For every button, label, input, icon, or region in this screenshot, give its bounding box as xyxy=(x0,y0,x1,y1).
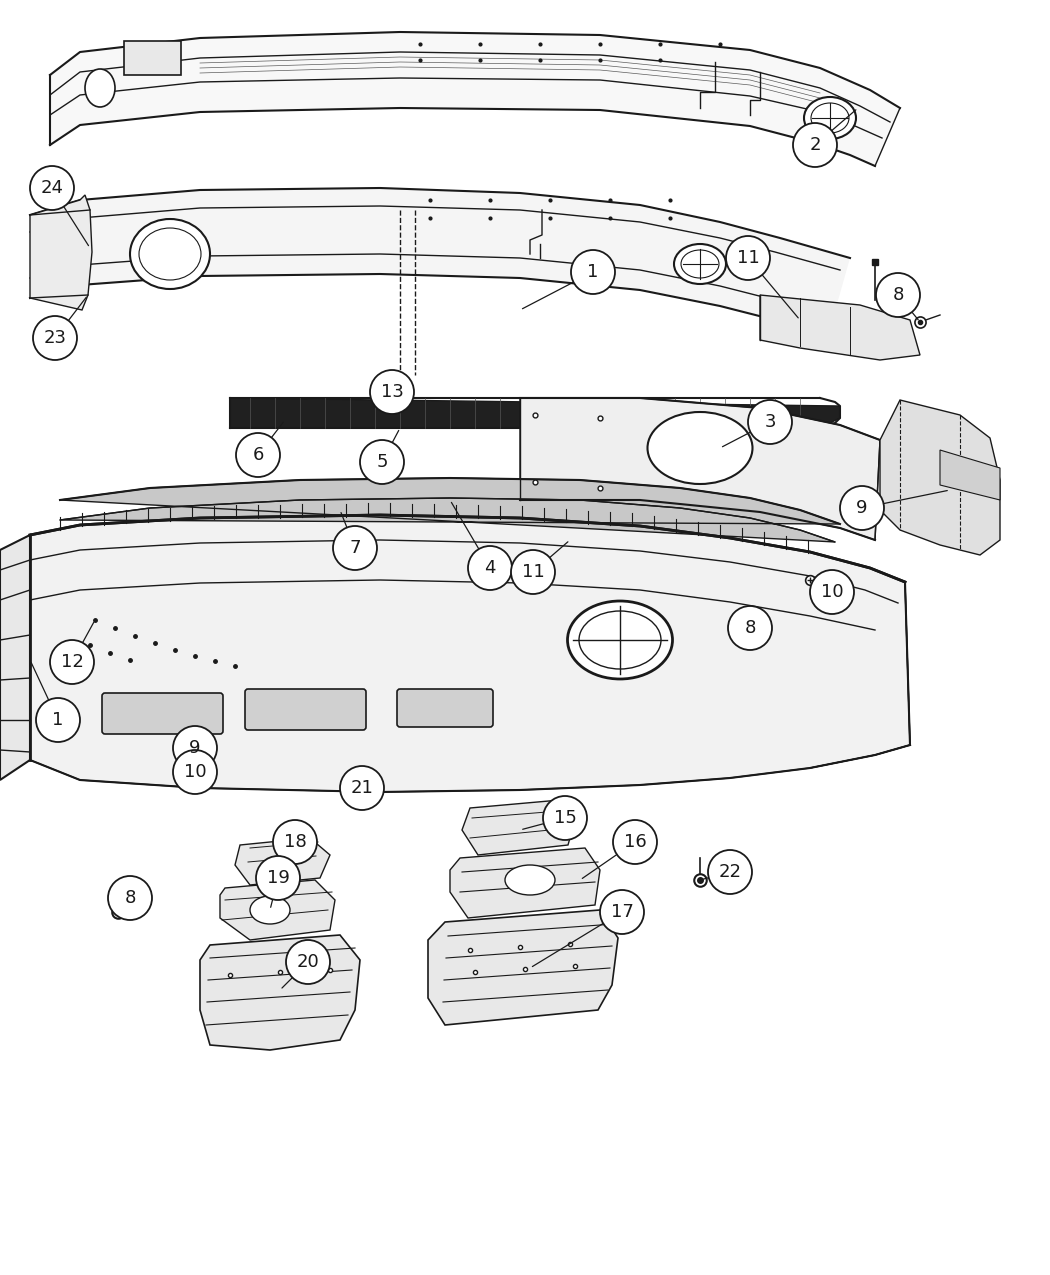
Circle shape xyxy=(236,434,280,477)
Ellipse shape xyxy=(505,864,555,895)
Circle shape xyxy=(571,250,615,295)
Ellipse shape xyxy=(130,219,210,289)
FancyBboxPatch shape xyxy=(245,688,366,731)
Text: 19: 19 xyxy=(267,870,290,887)
Circle shape xyxy=(360,440,404,484)
Text: 12: 12 xyxy=(61,653,83,671)
Ellipse shape xyxy=(579,611,662,669)
Circle shape xyxy=(173,725,217,770)
Ellipse shape xyxy=(139,228,201,280)
FancyBboxPatch shape xyxy=(124,41,181,75)
Text: 15: 15 xyxy=(553,810,576,827)
Text: 23: 23 xyxy=(43,329,66,347)
Polygon shape xyxy=(520,398,880,541)
Text: 9: 9 xyxy=(856,499,867,516)
Text: 11: 11 xyxy=(522,564,544,581)
Ellipse shape xyxy=(648,412,753,484)
Circle shape xyxy=(726,236,770,280)
Circle shape xyxy=(286,940,330,984)
Polygon shape xyxy=(30,515,910,792)
Circle shape xyxy=(370,370,414,414)
Circle shape xyxy=(33,316,77,360)
Ellipse shape xyxy=(804,97,856,139)
Circle shape xyxy=(840,486,884,530)
Ellipse shape xyxy=(85,69,116,107)
Text: 10: 10 xyxy=(821,583,843,601)
Circle shape xyxy=(173,750,217,794)
Text: 9: 9 xyxy=(189,740,201,757)
Circle shape xyxy=(468,546,512,590)
Ellipse shape xyxy=(567,601,672,680)
Text: 21: 21 xyxy=(351,779,374,797)
Polygon shape xyxy=(450,848,600,918)
Text: 5: 5 xyxy=(376,453,387,470)
Text: 13: 13 xyxy=(380,382,403,402)
FancyBboxPatch shape xyxy=(397,688,493,727)
Text: 8: 8 xyxy=(892,286,904,303)
Circle shape xyxy=(273,820,317,864)
Polygon shape xyxy=(60,478,840,542)
Text: 22: 22 xyxy=(718,863,741,881)
Circle shape xyxy=(30,166,74,210)
Text: 6: 6 xyxy=(252,446,264,464)
Polygon shape xyxy=(50,32,900,166)
Ellipse shape xyxy=(250,896,290,924)
Circle shape xyxy=(511,550,555,594)
Circle shape xyxy=(108,876,152,921)
Ellipse shape xyxy=(811,103,849,133)
Ellipse shape xyxy=(674,244,726,284)
Circle shape xyxy=(728,606,772,650)
Circle shape xyxy=(600,890,644,935)
Polygon shape xyxy=(0,536,30,780)
Text: 24: 24 xyxy=(41,179,63,198)
FancyBboxPatch shape xyxy=(102,694,223,734)
Polygon shape xyxy=(230,398,840,428)
Text: 20: 20 xyxy=(296,952,319,972)
Circle shape xyxy=(36,697,80,742)
Circle shape xyxy=(613,820,657,864)
Polygon shape xyxy=(880,400,1000,555)
Circle shape xyxy=(810,570,854,615)
Circle shape xyxy=(50,640,94,683)
Circle shape xyxy=(708,850,752,894)
Text: 4: 4 xyxy=(484,558,496,578)
Polygon shape xyxy=(940,450,1000,500)
Circle shape xyxy=(748,400,792,444)
Polygon shape xyxy=(462,799,575,856)
Text: 3: 3 xyxy=(764,413,776,431)
Circle shape xyxy=(543,796,587,840)
Polygon shape xyxy=(760,295,920,360)
Polygon shape xyxy=(235,838,330,885)
Text: 11: 11 xyxy=(737,249,759,266)
Circle shape xyxy=(340,766,384,810)
Circle shape xyxy=(333,527,377,570)
Polygon shape xyxy=(30,195,92,310)
Text: 8: 8 xyxy=(744,618,756,638)
Polygon shape xyxy=(428,910,618,1025)
Text: 10: 10 xyxy=(184,762,206,782)
Text: 16: 16 xyxy=(624,833,647,850)
Text: 2: 2 xyxy=(810,136,821,154)
Text: 1: 1 xyxy=(52,711,64,729)
Polygon shape xyxy=(200,935,360,1051)
Circle shape xyxy=(256,856,300,900)
Text: 7: 7 xyxy=(350,539,361,557)
Text: 17: 17 xyxy=(610,903,633,921)
Polygon shape xyxy=(220,880,335,940)
Text: 1: 1 xyxy=(587,263,598,280)
Text: 18: 18 xyxy=(284,833,307,850)
Circle shape xyxy=(793,122,837,167)
Polygon shape xyxy=(30,187,851,337)
Text: 8: 8 xyxy=(124,889,135,907)
Ellipse shape xyxy=(681,250,719,278)
Circle shape xyxy=(876,273,920,317)
